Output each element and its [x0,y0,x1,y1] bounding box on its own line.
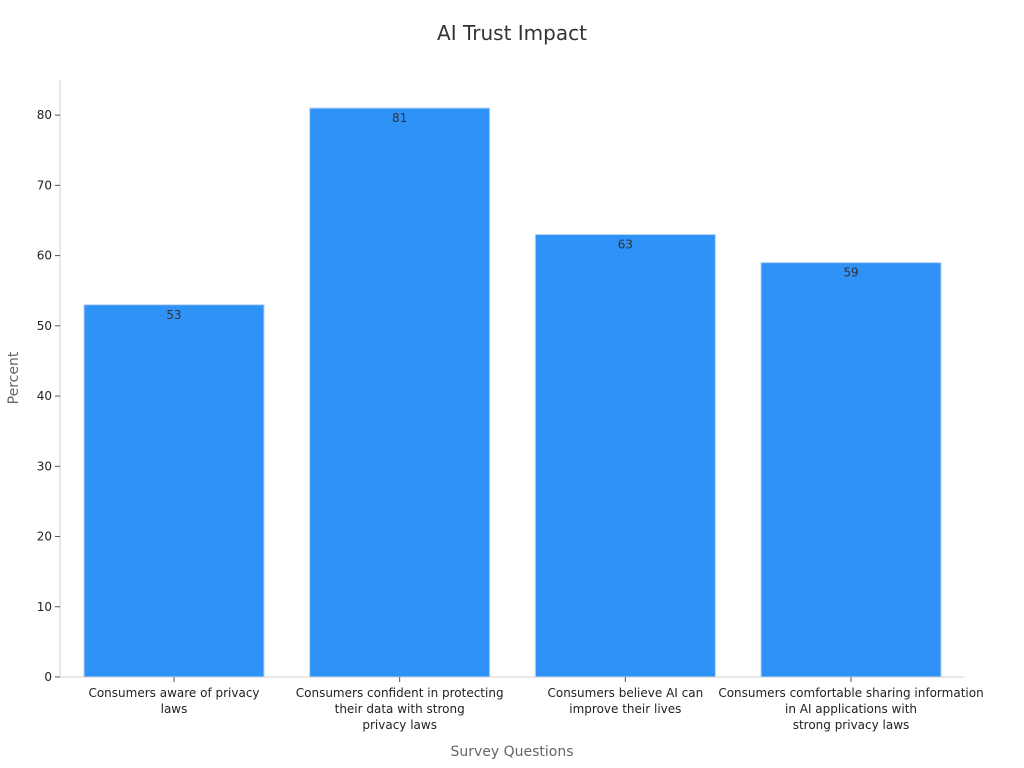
x-axis-label: Survey Questions [450,744,573,760]
bar [309,107,491,678]
bar-data-label: 63 [618,238,633,252]
chart-title: AI Trust Impact [437,21,587,45]
y-ticks-group: 0 10 20 30 40 50 60 70 80 [37,108,60,684]
x-tick-label: Consumers believe AI can improve their li… [547,686,703,716]
bar [534,234,716,678]
y-tick-label: 80 [37,108,52,122]
y-tick-label: 10 [37,600,52,614]
bar-data-label: 81 [392,111,407,125]
y-tick-label: 60 [37,249,52,263]
y-tick-label: 20 [37,530,52,544]
bar [83,304,265,678]
y-tick-label: 70 [37,178,52,192]
x-ticks-group: Consumers aware of privacy laws Consumers … [88,677,984,732]
axes-group [59,80,964,678]
y-tick-label: 0 [44,670,52,684]
y-tick-label: 50 [37,319,52,333]
x-tick-label: Consumers aware of privacy laws [88,686,259,716]
bar [760,262,942,678]
y-axis-label: Percent [6,351,22,404]
x-tick-label: Consumers confident in protecting their d… [296,686,504,732]
bar-data-label: 53 [166,308,181,322]
bars-group [83,107,942,678]
y-tick-label: 30 [37,459,52,473]
y-tick-label: 40 [37,389,52,403]
x-tick-label: Consumers comfortable sharing informatio… [718,686,983,732]
bar-data-label: 59 [843,266,858,280]
data-labels-group: 53 81 63 59 [166,111,858,322]
